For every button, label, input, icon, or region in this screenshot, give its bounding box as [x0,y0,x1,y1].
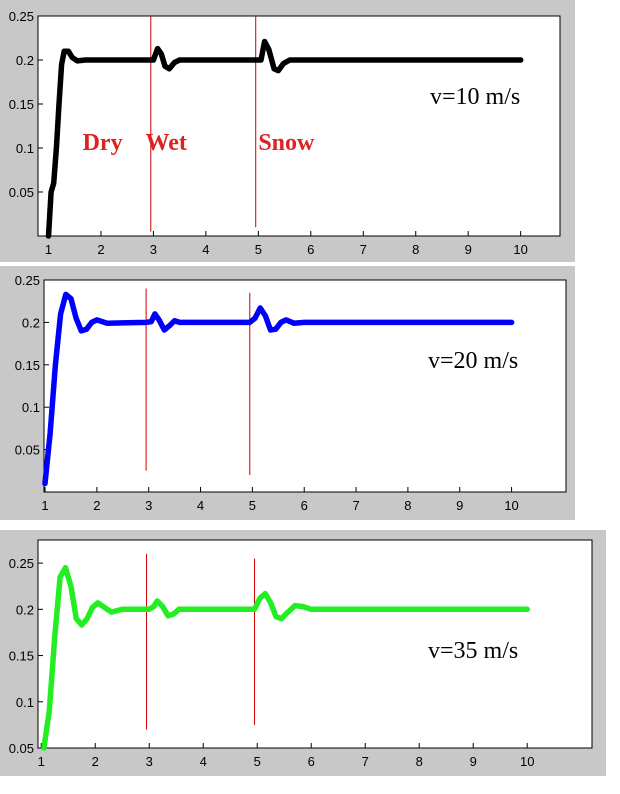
series-line-0 [42,291,515,487]
y-tick-label: 0.1 [22,400,40,415]
y-tick-label: 0.05 [15,443,40,458]
y-tick-label: 0.25 [9,556,34,571]
plot-area-1 [43,279,567,493]
y-tick-label: 0.1 [16,695,34,710]
x-tick-label: 7 [362,754,369,769]
x-tick-label: 7 [360,242,367,257]
x-tick-label: 3 [150,242,157,257]
region-label: Wet [146,130,187,156]
y-tick-label: 0.15 [9,97,34,112]
x-tick-label: 7 [352,498,359,513]
x-tick-label: 9 [456,498,463,513]
y-tick-label: 0.05 [9,185,34,200]
x-tick-label: 2 [93,498,100,513]
x-tick-label: 9 [470,754,477,769]
x-tick-label: 2 [97,242,104,257]
x-tick-label: 4 [202,242,209,257]
x-tick-label: 6 [307,242,314,257]
x-tick-label: 8 [412,242,419,257]
y-tick-label: 0.25 [15,273,40,288]
region-label: Dry [83,130,123,156]
x-tick-label: 4 [197,498,204,513]
x-tick-label: 1 [41,498,48,513]
plot-area-0 [37,15,561,237]
x-tick-label: 2 [92,754,99,769]
x-tick-label: 8 [416,754,423,769]
x-tick-label: 8 [404,498,411,513]
x-tick-label: 3 [146,754,153,769]
y-tick-label: 0.1 [16,141,34,156]
y-tick-label: 0.15 [15,358,40,373]
y-tick-label: 0.05 [9,741,34,756]
speed-annotation: v=20 m/s [428,348,518,374]
x-tick-label: 5 [254,754,261,769]
y-tick-label: 0.15 [9,649,34,664]
x-tick-label: 10 [504,498,518,513]
x-tick-label: 5 [249,498,256,513]
y-tick-label: 0.2 [16,53,34,68]
y-tick-label: 0.2 [16,602,34,617]
x-tick-label: 1 [38,754,45,769]
x-tick-label: 3 [145,498,152,513]
x-tick-label: 10 [520,754,534,769]
speed-annotation: v=35 m/s [428,638,518,664]
y-tick-label: 0.2 [22,315,40,330]
x-tick-label: 1 [45,242,52,257]
series-line-0 [41,564,530,751]
region-label: Snow [258,130,315,156]
x-tick-label: 4 [200,754,207,769]
x-tick-label: 10 [513,242,527,257]
series-line-0 [45,38,524,239]
plot-area-2 [37,539,593,749]
x-tick-label: 5 [255,242,262,257]
x-tick-label: 9 [465,242,472,257]
y-tick-label: 0.25 [9,9,34,24]
x-tick-label: 6 [308,754,315,769]
speed-annotation: v=10 m/s [430,84,520,110]
x-tick-label: 6 [301,498,308,513]
